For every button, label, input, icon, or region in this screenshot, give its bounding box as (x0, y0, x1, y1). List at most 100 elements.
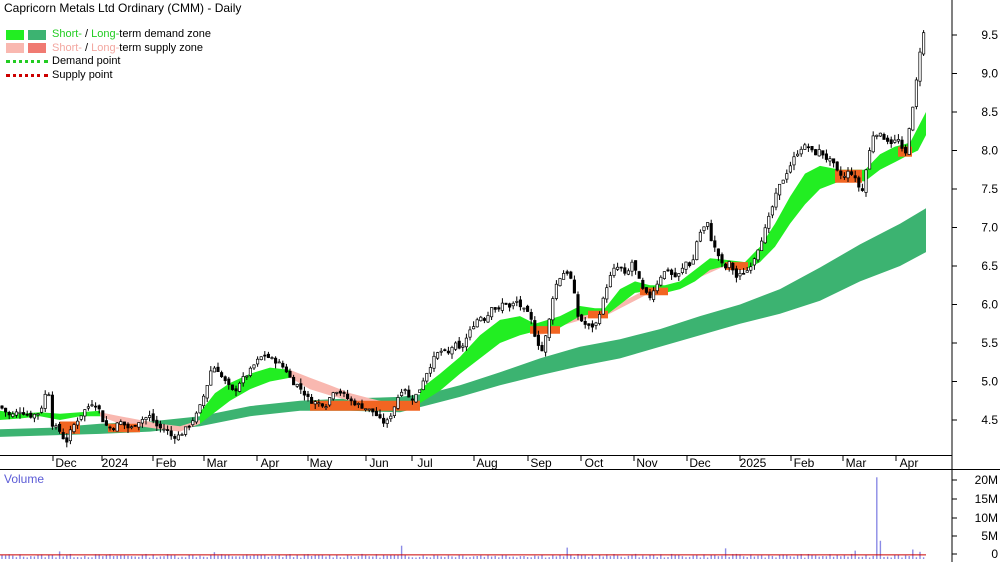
candle-body (590, 323, 594, 328)
candle-body (695, 241, 699, 260)
candle-body (911, 106, 915, 131)
candle-body (101, 410, 105, 423)
candle-body (828, 158, 832, 162)
long-term-demand-band (0, 208, 926, 437)
candle-body (727, 261, 731, 268)
supply-point-swatch (6, 73, 48, 77)
candle-body (32, 413, 36, 419)
candle-body (72, 424, 76, 433)
candle-body (263, 354, 267, 357)
candle-body (896, 139, 900, 142)
x-tick-label: Mar (207, 456, 228, 470)
candle-body (493, 307, 497, 310)
candle-body (742, 272, 746, 275)
candle-body (241, 376, 245, 384)
volume-tick-label: 5M (981, 529, 998, 543)
candle-body (443, 349, 447, 352)
legend-supply-point: Supply point (6, 69, 211, 83)
x-tick-label: 2025 (740, 456, 767, 470)
candle-body (706, 222, 710, 227)
candle-body (785, 173, 789, 180)
chart-legend: Short- / Long- term demand zone Short- /… (6, 28, 211, 82)
short-term-demand-band (0, 410, 100, 420)
candle-body (752, 258, 756, 266)
candle-body (209, 370, 213, 386)
candle-body (605, 287, 609, 300)
candle-body (187, 425, 191, 428)
candle-body (792, 156, 796, 166)
candle-body (486, 315, 490, 323)
candle-body (270, 357, 274, 359)
long-demand-swatch (28, 29, 46, 40)
candle-body (367, 408, 371, 411)
candle-body (630, 261, 634, 272)
candle-body (83, 409, 87, 417)
candle-body (43, 393, 47, 409)
candle-body (716, 248, 720, 257)
candle-body (119, 421, 123, 425)
candle-body (634, 260, 638, 271)
candle-body (162, 428, 166, 431)
candle-body (662, 271, 666, 279)
candle-body (724, 263, 728, 269)
candle-body (637, 271, 641, 279)
candle-body (623, 267, 627, 274)
candle-body (533, 320, 537, 337)
candle-body (526, 305, 530, 312)
candle-body (410, 398, 414, 401)
candle-body (436, 352, 440, 359)
candle-body (868, 150, 872, 170)
y-tick-label: 7.5 (981, 182, 998, 196)
candle-body (767, 215, 771, 229)
candle-body (562, 273, 566, 280)
short-term-demand-zone (0, 112, 926, 424)
candle-body (569, 271, 573, 279)
candle-body (382, 417, 386, 424)
candle-body (464, 337, 468, 348)
candle-body (738, 273, 742, 277)
candle-body (328, 397, 332, 406)
candle-body (79, 415, 83, 420)
x-tick-label: 2024 (102, 456, 129, 470)
legend-supply-zone: Short- / Long- term supply zone (6, 42, 211, 56)
candle-body (248, 367, 252, 376)
candle-body (284, 366, 288, 373)
candle-body (176, 434, 180, 441)
candle-body (371, 408, 375, 413)
candle-body (245, 375, 249, 378)
candle-body (518, 299, 522, 308)
candle-body (904, 147, 908, 154)
candle-body (810, 146, 814, 151)
candle-body (133, 424, 137, 427)
candle-body (392, 406, 396, 416)
short-demand-swatch (6, 29, 24, 40)
candle-body (342, 392, 346, 394)
chart-title: Capricorn Metals Ltd Ordinary (CMM) - Da… (4, 1, 242, 15)
candle-body (378, 414, 382, 419)
candle-body (22, 412, 26, 415)
candle-body (893, 139, 897, 143)
price-candles (0, 30, 926, 448)
candle-body (90, 404, 94, 407)
candle-body (374, 410, 378, 417)
y-tick-label: 6.0 (981, 298, 998, 312)
candle-body (450, 347, 454, 355)
candle-body (86, 406, 90, 409)
candle-body (500, 302, 504, 311)
candle-body (385, 419, 389, 424)
candle-body (58, 423, 62, 432)
y-tick-label: 5.0 (981, 375, 998, 389)
candle-body (515, 300, 519, 303)
legend-short-text: Short- (52, 41, 82, 54)
candle-body (349, 398, 353, 402)
candle-body (230, 384, 234, 390)
candle-body (482, 318, 486, 321)
legend-supply-zone-text: term supply zone (119, 41, 204, 54)
candle-body (338, 390, 342, 394)
short-term-demand-band (420, 112, 926, 404)
candle-body (878, 132, 882, 137)
candle-body (601, 297, 605, 315)
candle-body (320, 403, 324, 407)
